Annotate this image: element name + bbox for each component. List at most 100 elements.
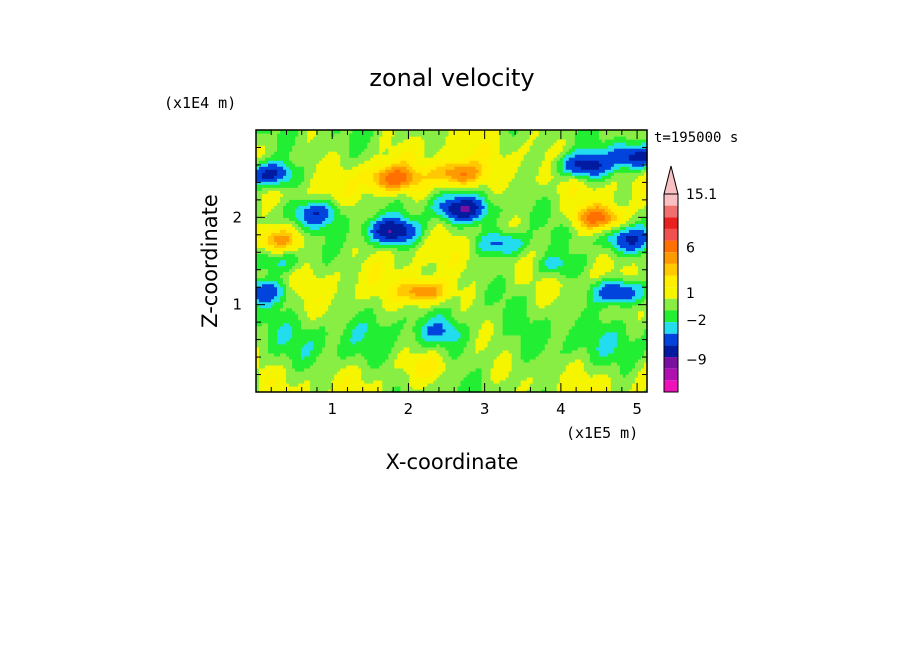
heatmap-cell: [574, 346, 579, 351]
heatmap-cell: [577, 361, 582, 366]
heatmap-cell: [361, 373, 365, 378]
heatmap-cell: [631, 376, 636, 381]
heatmap-cell: [427, 373, 432, 378]
heatmap-cell: [451, 388, 456, 393]
heatmap-cell: [364, 358, 368, 363]
heatmap-cell: [493, 385, 498, 390]
heatmap-cell: [601, 361, 606, 366]
heatmap-cell: [451, 367, 456, 372]
heatmap-cell: [325, 331, 329, 336]
heatmap-cell: [418, 355, 423, 360]
heatmap-cell: [274, 385, 278, 390]
heatmap-cell: [556, 346, 561, 351]
heatmap-cell: [463, 343, 468, 348]
heatmap-cell: [601, 355, 606, 360]
heatmap-cell: [331, 358, 335, 363]
heatmap-cell: [262, 343, 266, 348]
heatmap-cell: [301, 367, 305, 372]
heatmap-cell: [256, 328, 260, 333]
heatmap-cell: [346, 370, 350, 375]
heatmap-cell: [487, 382, 492, 387]
heatmap-cell: [631, 361, 636, 366]
heatmap-cell: [325, 325, 329, 330]
heatmap-cell: [541, 334, 546, 339]
heatmap-cell: [412, 373, 417, 378]
heatmap-cell: [307, 376, 311, 381]
heatmap-cell: [613, 343, 618, 348]
heatmap-cell: [334, 367, 338, 372]
heatmap-cell: [385, 334, 389, 339]
heatmap-cell: [403, 376, 407, 381]
heatmap-cell: [541, 376, 546, 381]
heatmap-cell: [568, 379, 573, 384]
heatmap-cell: [331, 352, 335, 357]
heatmap-cell: [436, 388, 441, 393]
heatmap-cell: [382, 370, 386, 375]
heatmap-cell: [346, 379, 350, 384]
heatmap-cell: [277, 331, 281, 336]
heatmap-cell: [418, 334, 423, 339]
heatmap-cell: [409, 385, 413, 390]
heatmap-cell: [400, 373, 404, 378]
heatmap-cell: [586, 328, 591, 333]
heatmap-cell: [415, 382, 420, 387]
heatmap-cell: [574, 367, 579, 372]
heatmap-cell: [436, 358, 441, 363]
heatmap-cell: [502, 349, 507, 354]
heatmap-cell: [256, 376, 260, 381]
heatmap-cell: [448, 352, 453, 357]
heatmap-cell: [481, 349, 486, 354]
heatmap-cell: [283, 361, 287, 366]
heatmap-cell: [451, 337, 456, 342]
heatmap-cell: [484, 352, 489, 357]
heatmap-cell: [484, 346, 489, 351]
heatmap-cell: [427, 334, 432, 339]
heatmap-cell: [463, 358, 468, 363]
heatmap-cell: [436, 334, 441, 339]
heatmap-cell: [496, 355, 501, 360]
heatmap-cell: [532, 361, 537, 366]
heatmap-cell: [370, 388, 374, 393]
heatmap-cell: [577, 364, 582, 369]
heatmap-cell: [625, 370, 630, 375]
heatmap-cell: [385, 343, 389, 348]
heatmap-cell: [454, 382, 459, 387]
heatmap-cell: [496, 388, 501, 393]
heatmap-cell: [289, 331, 293, 336]
heatmap-cell: [523, 388, 528, 393]
heatmap-cell: [367, 355, 371, 360]
heatmap-cell: [451, 340, 456, 345]
heatmap-cell: [289, 325, 293, 330]
heatmap-cell: [451, 328, 456, 333]
heatmap-cell: [550, 364, 555, 369]
heatmap-cell: [358, 352, 362, 357]
heatmap-cell: [556, 343, 561, 348]
heatmap-cell: [568, 382, 573, 387]
heatmap-cell: [604, 334, 609, 339]
heatmap-cell: [280, 388, 284, 393]
heatmap-cell: [451, 352, 456, 357]
heatmap-cell: [415, 337, 420, 342]
heatmap-cell: [373, 367, 377, 372]
heatmap-cell: [274, 361, 278, 366]
heatmap-cell: [556, 367, 561, 372]
heatmap-cell: [265, 379, 269, 384]
heatmap-cell: [499, 379, 504, 384]
heatmap-cell: [481, 382, 486, 387]
heatmap-cell: [337, 379, 341, 384]
heatmap-cell: [394, 358, 398, 363]
heatmap-cell: [391, 349, 395, 354]
heatmap-cell: [418, 370, 423, 375]
heatmap-cell: [460, 340, 465, 345]
heatmap-cell: [445, 376, 450, 381]
heatmap-cell: [469, 334, 474, 339]
heatmap-cell: [451, 370, 456, 375]
heatmap-cell: [511, 361, 516, 366]
heatmap-cell: [265, 370, 269, 375]
heatmap-cell: [514, 349, 519, 354]
heatmap-cell: [406, 376, 410, 381]
heatmap-cell: [562, 385, 567, 390]
heatmap-cell: [319, 382, 323, 387]
heatmap-cell: [316, 385, 320, 390]
heatmap-cell: [586, 349, 591, 354]
